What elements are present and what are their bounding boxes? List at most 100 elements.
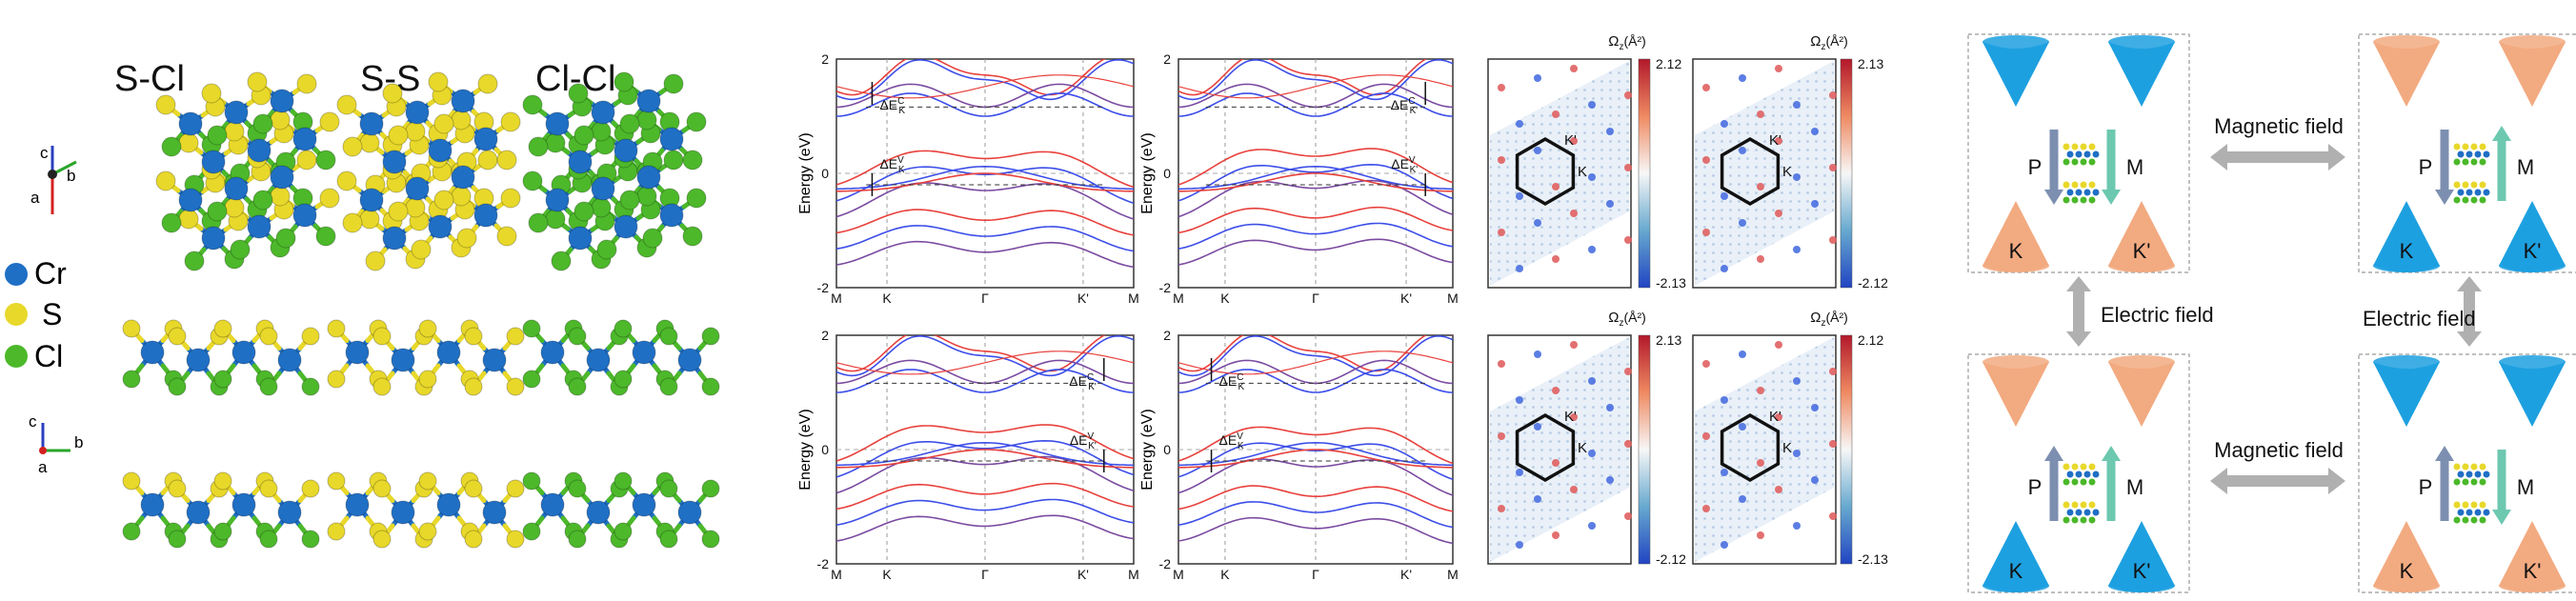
valence-gap-label: ΔEV K — [1219, 431, 1244, 451]
axis-indicator-top: c b a — [30, 144, 77, 214]
side-view-lattice — [122, 471, 320, 549]
atom — [345, 340, 370, 365]
band-line — [836, 182, 1134, 220]
valley-label: K' — [2524, 239, 2542, 263]
legend-cl: Cl — [34, 339, 63, 373]
berry-curvature-title: Ωz(Å²) — [1810, 310, 1848, 329]
mini-atom — [2071, 143, 2079, 150]
berry-hotspot — [1757, 110, 1764, 118]
valley-label: K' — [2133, 239, 2151, 263]
atom — [586, 500, 611, 525]
berry-curvature-title: Ωz(Å²) — [1608, 310, 1646, 329]
polarization-arrowhead — [2044, 190, 2063, 205]
atom — [122, 471, 141, 491]
berry-curvature-title: Ωz(Å²) — [1608, 33, 1646, 52]
band-line — [1178, 501, 1453, 529]
band-line — [836, 83, 1134, 109]
mini-atom — [2457, 150, 2465, 158]
mini-atom — [2483, 509, 2490, 516]
berry-plot-b1: K'K 2.12 -2.13 Ωz(Å²) — [1487, 33, 1686, 290]
gap-superscript: C — [1237, 372, 1243, 383]
atom — [405, 100, 430, 125]
colorbar — [1840, 58, 1853, 289]
magnetization-label: M — [2126, 475, 2143, 499]
band-line — [836, 351, 1134, 375]
band-line — [836, 59, 1134, 101]
atom — [506, 327, 525, 346]
mini-atom — [2470, 143, 2478, 150]
mini-atom — [2462, 463, 2469, 471]
valence-gap-label: ΔEV K' — [1391, 155, 1418, 175]
atom — [522, 522, 541, 541]
berry-hotspot — [1498, 432, 1505, 440]
band-line — [1178, 359, 1453, 385]
atom — [224, 197, 245, 218]
valley-label: K — [2009, 559, 2023, 583]
mini-atom — [2066, 471, 2074, 478]
atom — [391, 500, 415, 525]
magnetic-field-arrow-bottom — [2210, 468, 2345, 494]
mini-atom — [2083, 150, 2091, 158]
mini-atom — [2063, 478, 2070, 486]
atom — [301, 377, 320, 396]
atom — [122, 370, 141, 389]
atom — [319, 111, 340, 132]
berry-hotspot — [1570, 65, 1578, 72]
berry-hotspot — [1721, 192, 1728, 200]
berry-map-area — [1695, 337, 1834, 562]
atom — [201, 83, 222, 104]
atom — [213, 471, 232, 491]
berry-hotspot — [1793, 101, 1801, 109]
side-view-lattice — [522, 319, 720, 396]
berry-hotspot — [1702, 505, 1710, 512]
mini-atom — [2453, 463, 2461, 471]
atom — [296, 150, 317, 170]
valley-cone — [1982, 42, 2049, 107]
band-line — [836, 335, 1134, 377]
atom — [296, 73, 317, 94]
mini-atom — [2063, 501, 2070, 509]
valley-cone — [2499, 201, 2566, 272]
mini-atom — [2080, 143, 2087, 150]
valley-cone — [2108, 362, 2175, 427]
band-line — [1178, 426, 1453, 465]
k-point-label: M — [1447, 567, 1458, 582]
valence-gap-label: ΔEV K' — [1070, 431, 1097, 451]
atom — [451, 110, 472, 130]
band-line — [1178, 369, 1453, 393]
berry-hotspot — [1721, 396, 1728, 404]
atom — [270, 110, 291, 130]
berry-hotspot — [1570, 486, 1578, 493]
title-subscript: z — [1821, 42, 1825, 52]
atom — [336, 94, 357, 115]
mini-atom — [2453, 181, 2461, 189]
valley-cone — [2108, 201, 2175, 272]
band-line — [836, 439, 1134, 478]
band-line — [1178, 148, 1453, 186]
atom — [122, 319, 141, 338]
polarization-label: P — [2419, 155, 2433, 179]
polarization-label: P — [2028, 475, 2043, 499]
atom — [342, 136, 363, 157]
atom — [642, 228, 663, 249]
atom — [405, 121, 426, 142]
atom — [682, 226, 703, 247]
cone-base — [2499, 35, 2566, 49]
atom — [388, 201, 409, 222]
axis-indicator-bottom: c b a — [29, 412, 83, 476]
band-line — [836, 482, 1134, 511]
band-line — [1178, 165, 1453, 190]
k-point-label: K' — [1077, 290, 1089, 306]
atom — [359, 188, 384, 212]
atom — [436, 492, 461, 517]
colorbar-min-label: -2.13 — [1656, 275, 1686, 290]
band-line — [836, 59, 1134, 96]
mini-atom — [2080, 478, 2087, 486]
mini-atom — [2479, 158, 2486, 166]
atom — [614, 471, 633, 491]
mini-atom — [2080, 516, 2087, 524]
atom — [522, 94, 543, 115]
berry-hotspot — [1757, 183, 1764, 190]
mini-atom — [2071, 196, 2079, 204]
band-line — [1178, 59, 1453, 96]
